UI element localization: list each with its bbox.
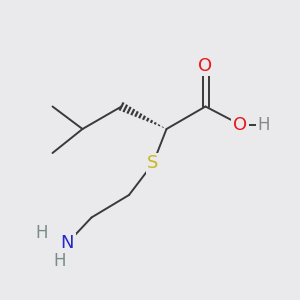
Text: H: H: [54, 252, 66, 270]
Text: O: O: [198, 57, 213, 75]
Text: H: H: [258, 116, 270, 134]
Text: S: S: [147, 154, 159, 172]
Text: H: H: [36, 224, 48, 242]
Text: N: N: [61, 234, 74, 252]
Text: O: O: [233, 116, 247, 134]
